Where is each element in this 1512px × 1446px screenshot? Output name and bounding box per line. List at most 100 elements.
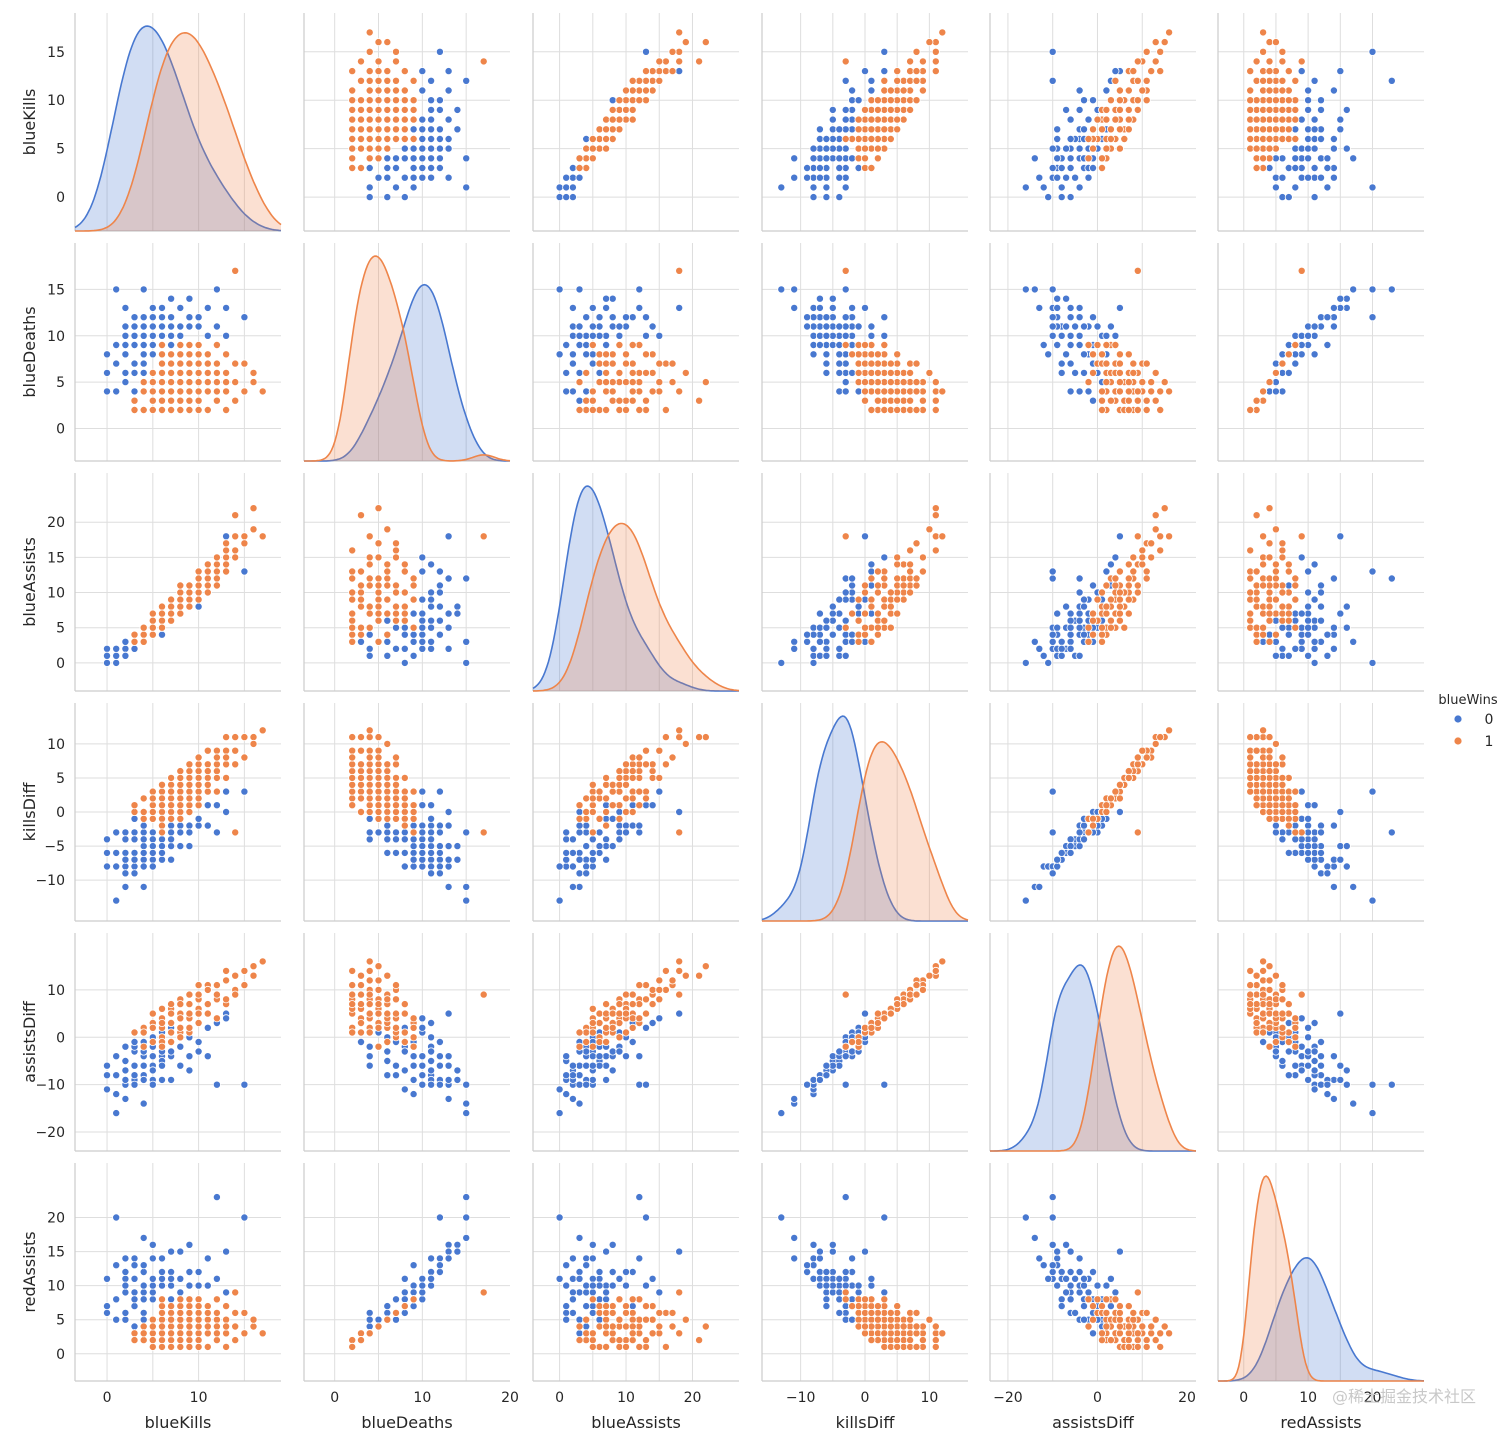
scatter-point-0 <box>588 359 597 368</box>
scatter-point-0 <box>1080 350 1089 359</box>
scatter-point-0 <box>861 1009 870 1018</box>
scatter-point-0 <box>1317 581 1326 590</box>
scatter-point-0 <box>185 1066 194 1075</box>
scatter-point-0 <box>1304 154 1313 163</box>
scatter-point-1 <box>1259 387 1268 396</box>
panel-blueKills-vs-assistsDiff <box>989 13 1196 232</box>
panel-blueAssists-vs-killsDiff <box>761 473 968 692</box>
scatter-point-1 <box>642 368 651 377</box>
scatter-point-0 <box>1057 183 1066 192</box>
scatter-point-1 <box>622 1028 631 1037</box>
scatter-point-0 <box>212 1080 221 1089</box>
scatter-point-0 <box>194 1281 203 1290</box>
scatter-point-0 <box>615 808 624 817</box>
scatter-point-0 <box>1336 125 1345 134</box>
scatter-point-1 <box>176 1295 185 1304</box>
scatter-point-1 <box>886 96 895 105</box>
scatter-point-0 <box>1278 623 1287 632</box>
scatter-point-1 <box>240 359 249 368</box>
scatter-point-0 <box>139 1099 148 1108</box>
scatter-point-0 <box>418 848 427 857</box>
scatter-point-1 <box>203 760 212 769</box>
y-tick-label: −10 <box>35 1078 65 1094</box>
scatter-point-0 <box>157 322 166 331</box>
scatter-point-1 <box>1142 96 1151 105</box>
scatter-point-1 <box>675 957 684 966</box>
scatter-point-1 <box>1259 28 1268 37</box>
scatter-point-1 <box>867 125 876 134</box>
scatter-point-0 <box>1075 842 1084 851</box>
scatter-point-1 <box>212 368 221 377</box>
scatter-point-0 <box>176 1061 185 1070</box>
scatter-point-1 <box>595 1308 604 1317</box>
scatter-point-1 <box>595 378 604 387</box>
scatter-point-0 <box>391 154 400 163</box>
scatter-point-0 <box>809 658 818 667</box>
scatter-point-1 <box>873 396 882 405</box>
scatter-point-1 <box>222 1302 231 1311</box>
scatter-point-1 <box>642 1336 651 1345</box>
scatter-point-0 <box>1089 581 1098 590</box>
scatter-point-1 <box>1271 1038 1280 1047</box>
scatter-point-0 <box>1329 303 1338 312</box>
scatter-point-0 <box>1053 154 1062 163</box>
scatter-point-1 <box>628 340 637 349</box>
scatter-point-1 <box>1271 595 1280 604</box>
scatter-point-0 <box>427 125 436 134</box>
scatter-point-0 <box>608 1066 617 1075</box>
scatter-point-1 <box>668 67 677 76</box>
scatter-point-1 <box>628 1014 637 1023</box>
scatter-point-1 <box>893 1342 902 1351</box>
scatter-point-1 <box>176 1023 185 1032</box>
scatter-point-0 <box>1329 1094 1338 1103</box>
y-tick-label: 10 <box>47 737 65 753</box>
scatter-point-1 <box>893 1302 902 1311</box>
scatter-point-0 <box>130 1295 139 1304</box>
scatter-point-1 <box>1111 340 1120 349</box>
panel-blueDeaths-vs-blueAssists <box>532 243 739 462</box>
scatter-point-1 <box>409 96 418 105</box>
scatter-point-1 <box>886 602 895 611</box>
scatter-point-0 <box>588 1288 597 1297</box>
scatter-point-0 <box>867 76 876 85</box>
scatter-point-1 <box>176 396 185 405</box>
scatter-point-1 <box>374 96 383 105</box>
scatter-point-1 <box>374 539 383 548</box>
scatter-point-1 <box>841 340 850 349</box>
scatter-point-0 <box>635 821 644 830</box>
scatter-point-0 <box>409 855 418 864</box>
scatter-point-0 <box>427 115 436 124</box>
scatter-point-0 <box>444 144 453 153</box>
scatter-point-0 <box>1057 1295 1066 1304</box>
scatter-point-0 <box>462 76 471 85</box>
scatter-point-0 <box>157 1075 166 1084</box>
scatter-point-0 <box>1075 183 1084 192</box>
scatter-point-1 <box>1142 76 1151 85</box>
scatter-point-1 <box>167 359 176 368</box>
scatter-point-0 <box>675 303 684 312</box>
scatter-point-1 <box>1115 609 1124 618</box>
scatter-point-0 <box>1080 821 1089 830</box>
scatter-point-1 <box>1115 1322 1124 1331</box>
panel-assistsDiff-vs-blueDeaths <box>303 933 510 1152</box>
scatter-point-1 <box>1284 821 1293 830</box>
panel-assistsDiff-vs-redAssists <box>1217 933 1424 1152</box>
scatter-point-1 <box>867 602 876 611</box>
scatter-point-1 <box>1252 144 1261 153</box>
scatter-point-0 <box>1310 862 1319 871</box>
panel-blueAssists-vs-blueDeaths <box>303 473 510 692</box>
scatter-point-1 <box>391 588 400 597</box>
scatter-point-0 <box>222 1247 231 1256</box>
scatter-point-0 <box>1317 1038 1326 1047</box>
scatter-point-1 <box>1084 378 1093 387</box>
scatter-point-1 <box>185 990 194 999</box>
x-tick-label: 10 <box>920 1390 938 1406</box>
scatter-point-0 <box>1323 154 1332 163</box>
scatter-point-1 <box>615 405 624 414</box>
scatter-point-0 <box>1062 1274 1071 1283</box>
scatter-point-1 <box>906 560 915 569</box>
scatter-point-0 <box>582 1322 591 1331</box>
scatter-point-0 <box>1111 67 1120 76</box>
scatter-point-1 <box>635 340 644 349</box>
